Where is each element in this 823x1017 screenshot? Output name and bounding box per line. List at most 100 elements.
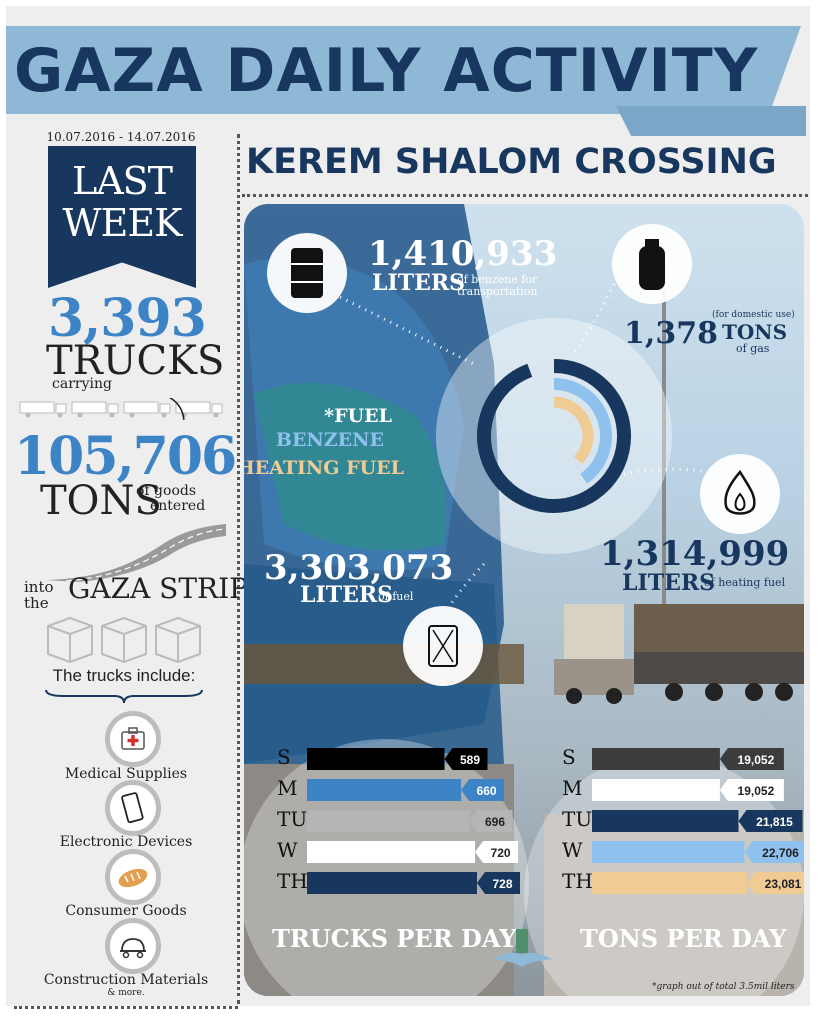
main-title: GAZA DAILY ACTIVITY <box>14 36 759 106</box>
heating-unit: LITERS <box>622 570 716 596</box>
date-range: 10.07.2016 - 14.07.2016 <box>46 130 196 144</box>
bar-trucks-chart-2 <box>307 810 470 832</box>
bar-chart-title-tons-chart: TONS PER DAY <box>580 924 787 953</box>
radial-arc-1 <box>553 378 612 484</box>
bar-tag-tons-chart-3 <box>744 841 804 863</box>
bar-category-trucks-chart-0: S <box>277 745 291 769</box>
last-week-line-2: WEEK <box>62 201 183 245</box>
bar-trucks-chart-1 <box>307 779 462 801</box>
bar-chart-title-trucks-chart: TRUCKS PER DAY <box>272 924 517 953</box>
bottom-divider <box>14 1006 238 1009</box>
logo-emblem <box>492 929 552 967</box>
fuel-value: 3,303,073 <box>264 548 454 588</box>
graph-footnote: *graph out of total 3.5mil liters <box>652 982 795 992</box>
category-construction-materials: Construction Materials <box>43 972 209 988</box>
medical-kit-icon <box>105 711 161 767</box>
gas-note: (for domestic use) <box>712 310 795 320</box>
bar-value-tons-chart-0: 19,052 <box>738 753 775 767</box>
bar-value-tons-chart-3: 22,706 <box>762 846 799 860</box>
last-week-line-1: LAST <box>71 159 173 203</box>
trucks-include-label: The trucks include: <box>52 666 196 685</box>
carrying-label: carrying <box>52 376 112 392</box>
crossing-title: KEREM SHALOM CROSSING <box>246 142 777 182</box>
bread-icon <box>105 849 161 905</box>
into-line-1: into <box>24 578 54 596</box>
trucks-per-day-chart: S 589 M 660 TU 696 W 720 TH 728 TRUCKS PER DAY <box>272 745 520 953</box>
bar-value-tons-chart-2: 21,815 <box>756 815 793 829</box>
fuel-unit: LITERS <box>300 582 394 608</box>
tons-per-day-chart: S 19,052 M 19,052 TU 21,815 W 22,706 TH 23,081 TON… <box>562 745 804 953</box>
truck-row-icon <box>19 398 223 420</box>
benzene-unit: LITERS <box>372 270 466 296</box>
vertical-divider <box>237 134 240 1004</box>
goods-entered-label: of goods entered <box>136 484 206 514</box>
horizontal-divider <box>242 194 808 197</box>
bar-tag-tons-chart-0 <box>719 748 784 770</box>
bar-tag-trucks-chart-3 <box>475 841 519 863</box>
radial-arc-0 <box>477 359 631 513</box>
bar-value-trucks-chart-4: 728 <box>492 877 512 891</box>
tons-count: 105,706 <box>14 426 237 487</box>
bar-tons-chart-2 <box>592 810 739 832</box>
infographic-frame: GAZA DAILY ACTIVITY 10.07.2016 - 14.07.2… <box>6 6 810 1009</box>
bar-category-tons-chart-1: M <box>562 776 582 800</box>
heating-desc: of heating fuel <box>704 576 786 589</box>
goods-line-1: of goods <box>136 483 197 499</box>
into-the-label: into the <box>24 579 54 611</box>
road-icon <box>46 524 226 582</box>
fuel-desc: of fuel <box>378 590 414 603</box>
bar-tons-chart-0 <box>592 748 720 770</box>
bar-value-trucks-chart-3: 720 <box>491 846 511 860</box>
bar-category-trucks-chart-1: M <box>277 776 297 800</box>
goods-line-2: entered <box>150 498 206 514</box>
bar-tons-chart-1 <box>592 779 720 801</box>
last-week-ribbon: LAST WEEK <box>48 146 196 288</box>
into-line-2: the <box>24 594 49 612</box>
benzene-desc: of benzene for transportation <box>457 274 538 298</box>
trucks-label: TRUCKS <box>46 338 225 384</box>
bar-value-trucks-chart-0: 589 <box>460 753 480 767</box>
bar-tag-trucks-chart-4 <box>477 872 520 894</box>
photo-panel: *FUEL BENZENE HEATING FUEL S 589 M 660 TU 696 W 7… <box>244 204 804 996</box>
bracket-decoration <box>45 689 203 704</box>
benzene-desc-2: transportation <box>457 285 538 298</box>
bar-trucks-chart-0 <box>307 748 445 770</box>
bar-value-tons-chart-4: 23,081 <box>765 877 802 891</box>
gaza-strip-label: GAZA STRIP <box>68 572 249 605</box>
bar-tag-tons-chart-1 <box>719 779 784 801</box>
gas-desc: of gas <box>736 342 770 355</box>
and-more-label: & more. <box>107 988 145 998</box>
bar-tag-trucks-chart-1 <box>461 779 505 801</box>
radial-legend-0: *FUEL <box>324 405 392 427</box>
category-consumer-goods: Consumer Goods <box>65 903 187 919</box>
bar-value-trucks-chart-2: 696 <box>485 815 505 829</box>
tons-label: TONS <box>40 478 162 524</box>
gas-value: 1,378 <box>624 316 718 351</box>
bar-category-tons-chart-3: W <box>562 838 583 862</box>
bar-category-tons-chart-4: TH <box>562 869 593 893</box>
bar-tag-tons-chart-4 <box>747 872 804 894</box>
bar-category-tons-chart-0: S <box>562 745 576 769</box>
trucks-count: 3,393 <box>48 288 207 349</box>
bar-category-trucks-chart-2: TU <box>277 807 307 831</box>
bar-tons-chart-3 <box>592 841 745 863</box>
radial-legend-1: BENZENE <box>276 429 384 451</box>
gas-unit: TONS <box>722 320 788 344</box>
cement-mixer-icon <box>105 918 161 974</box>
bar-trucks-chart-4 <box>307 872 477 894</box>
bar-category-tons-chart-2: TU <box>562 807 592 831</box>
phone-icon <box>105 780 161 836</box>
category-electronic-devices: Electronic Devices <box>59 834 193 850</box>
title-banner-tail <box>616 106 806 136</box>
heating-value: 1,314,999 <box>600 534 790 574</box>
radial-arc-2 <box>553 396 594 465</box>
bar-tag-trucks-chart-2 <box>469 810 513 832</box>
category-medical-supplies: Medical Supplies <box>64 766 188 782</box>
radial-legend-2: HEATING FUEL <box>244 457 404 479</box>
benzene-value: 1,410,933 <box>368 234 558 274</box>
title-banner <box>6 26 801 114</box>
benzene-desc-1: of benzene for <box>457 273 538 286</box>
bar-value-tons-chart-1: 19,052 <box>738 784 775 798</box>
